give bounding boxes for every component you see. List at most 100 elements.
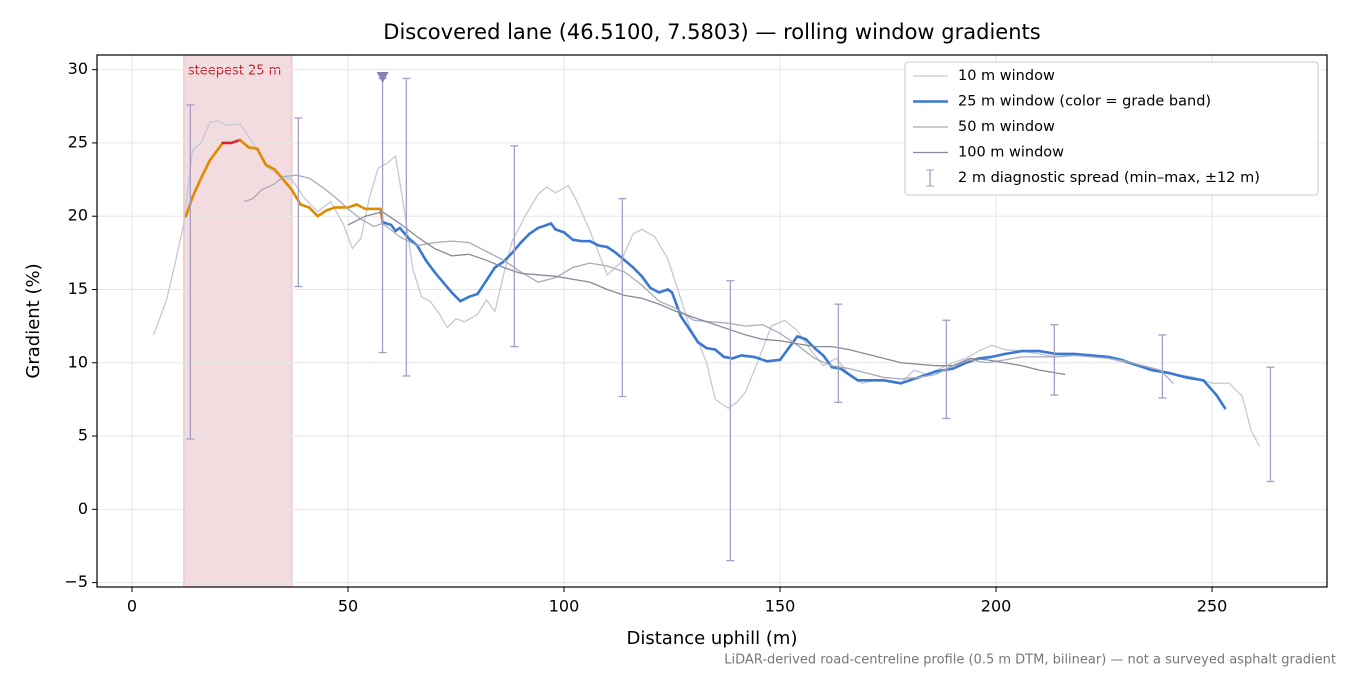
line-segment [1072, 352, 1093, 357]
line-segment [705, 346, 717, 351]
line-segment [484, 266, 497, 282]
line-segment [631, 266, 644, 278]
line-segment [528, 226, 540, 236]
y-tick-label: 10 [68, 352, 88, 371]
error-bar [942, 319, 951, 420]
line-segment [597, 244, 609, 249]
line-segment [1037, 349, 1058, 356]
error-bar [378, 77, 387, 354]
line-segment [502, 251, 514, 263]
legend-label: 10 m window [958, 68, 1055, 84]
line-segment [191, 176, 203, 199]
line-segment [519, 232, 531, 244]
line-segment [467, 292, 479, 299]
x-axis-label: Distance uphill (m) [627, 628, 798, 649]
error-bar [294, 117, 303, 288]
plot-frame [96, 54, 1328, 588]
line-segment [951, 361, 968, 370]
line-segment [722, 355, 734, 360]
line-segment [290, 188, 302, 206]
y-tick-label: 30 [68, 59, 88, 78]
error-bar [1050, 324, 1059, 396]
y-tick-label: 0 [78, 499, 88, 518]
line-segment [1003, 349, 1024, 356]
line-segment [450, 291, 462, 303]
line-segment [398, 226, 410, 240]
line-segment [977, 355, 994, 360]
x-tick-label: 250 [1197, 597, 1228, 616]
line-segment [510, 241, 523, 255]
line-segment [696, 340, 708, 350]
line-segment [571, 238, 583, 243]
line-segment [990, 352, 1007, 359]
line-segment [1215, 393, 1227, 410]
line-segment [307, 206, 320, 218]
y-tick-label: 20 [68, 206, 88, 225]
line-segment [355, 203, 367, 211]
line-segment [346, 203, 358, 209]
line-segment [459, 295, 471, 303]
line-segment [493, 260, 505, 269]
line-segment [325, 206, 337, 212]
y-tick-label: 25 [68, 132, 88, 151]
line-segment [299, 203, 311, 209]
line-segment [839, 367, 851, 376]
error-bar [402, 77, 411, 377]
line-segment [424, 258, 436, 274]
line-segment [433, 270, 445, 284]
footnote: LiDAR-derived road-centreline profile (0… [724, 653, 1336, 668]
error-bar [618, 197, 627, 398]
line-segment [1184, 376, 1205, 382]
x-tick-label: 50 [338, 597, 358, 616]
line-segment [640, 275, 652, 290]
legend-label: 100 m window [958, 145, 1064, 161]
line-segment [381, 220, 393, 227]
line-segment [476, 279, 488, 296]
line-segment [752, 355, 769, 363]
line-segment [847, 373, 860, 382]
line-segment [199, 159, 212, 180]
line-segment [264, 163, 276, 171]
line-segment [588, 239, 600, 247]
line-segment [688, 327, 700, 344]
y-tick-label: 15 [68, 279, 88, 298]
error-bar [834, 303, 843, 403]
line-segment [778, 346, 790, 362]
error-bar [1158, 334, 1167, 399]
error-bar [726, 280, 735, 562]
legend-label: 50 m window [958, 119, 1055, 135]
line-segment [316, 209, 328, 218]
chart-title: Discovered lane (46.5100, 7.5803) — roll… [383, 20, 1040, 44]
line-segment [554, 228, 566, 234]
line-segment [281, 178, 294, 192]
error-bar [1266, 366, 1275, 483]
error-bar [186, 104, 195, 440]
legend-label: 2 m diagnostic spread (min–max, ±12 m) [958, 170, 1260, 186]
line-segment [614, 251, 626, 262]
line-segment [623, 258, 635, 269]
line [244, 174, 1174, 384]
line-segment [605, 245, 618, 255]
line-segment [731, 354, 743, 360]
line-segment [1150, 368, 1171, 375]
x-tick-label: 200 [981, 597, 1012, 616]
legend-box [904, 61, 1319, 196]
line-segment [649, 286, 661, 294]
line-segment [739, 354, 756, 359]
line-segment [813, 346, 825, 357]
line-segment [657, 288, 670, 294]
x-tick-label: 100 [549, 597, 580, 616]
legend-label: 25 m window (color = grade band) [958, 94, 1211, 110]
line-segment [1133, 362, 1153, 372]
line [347, 211, 1066, 376]
y-tick-label: 5 [78, 426, 88, 445]
line-segment [415, 244, 428, 262]
line-segment [247, 146, 259, 151]
line-segment [830, 365, 842, 370]
line-segment [713, 348, 726, 359]
line-segment [765, 358, 782, 363]
error-bar [510, 145, 519, 348]
line-segment [255, 147, 268, 167]
x-tick-label: 0 [127, 597, 137, 616]
